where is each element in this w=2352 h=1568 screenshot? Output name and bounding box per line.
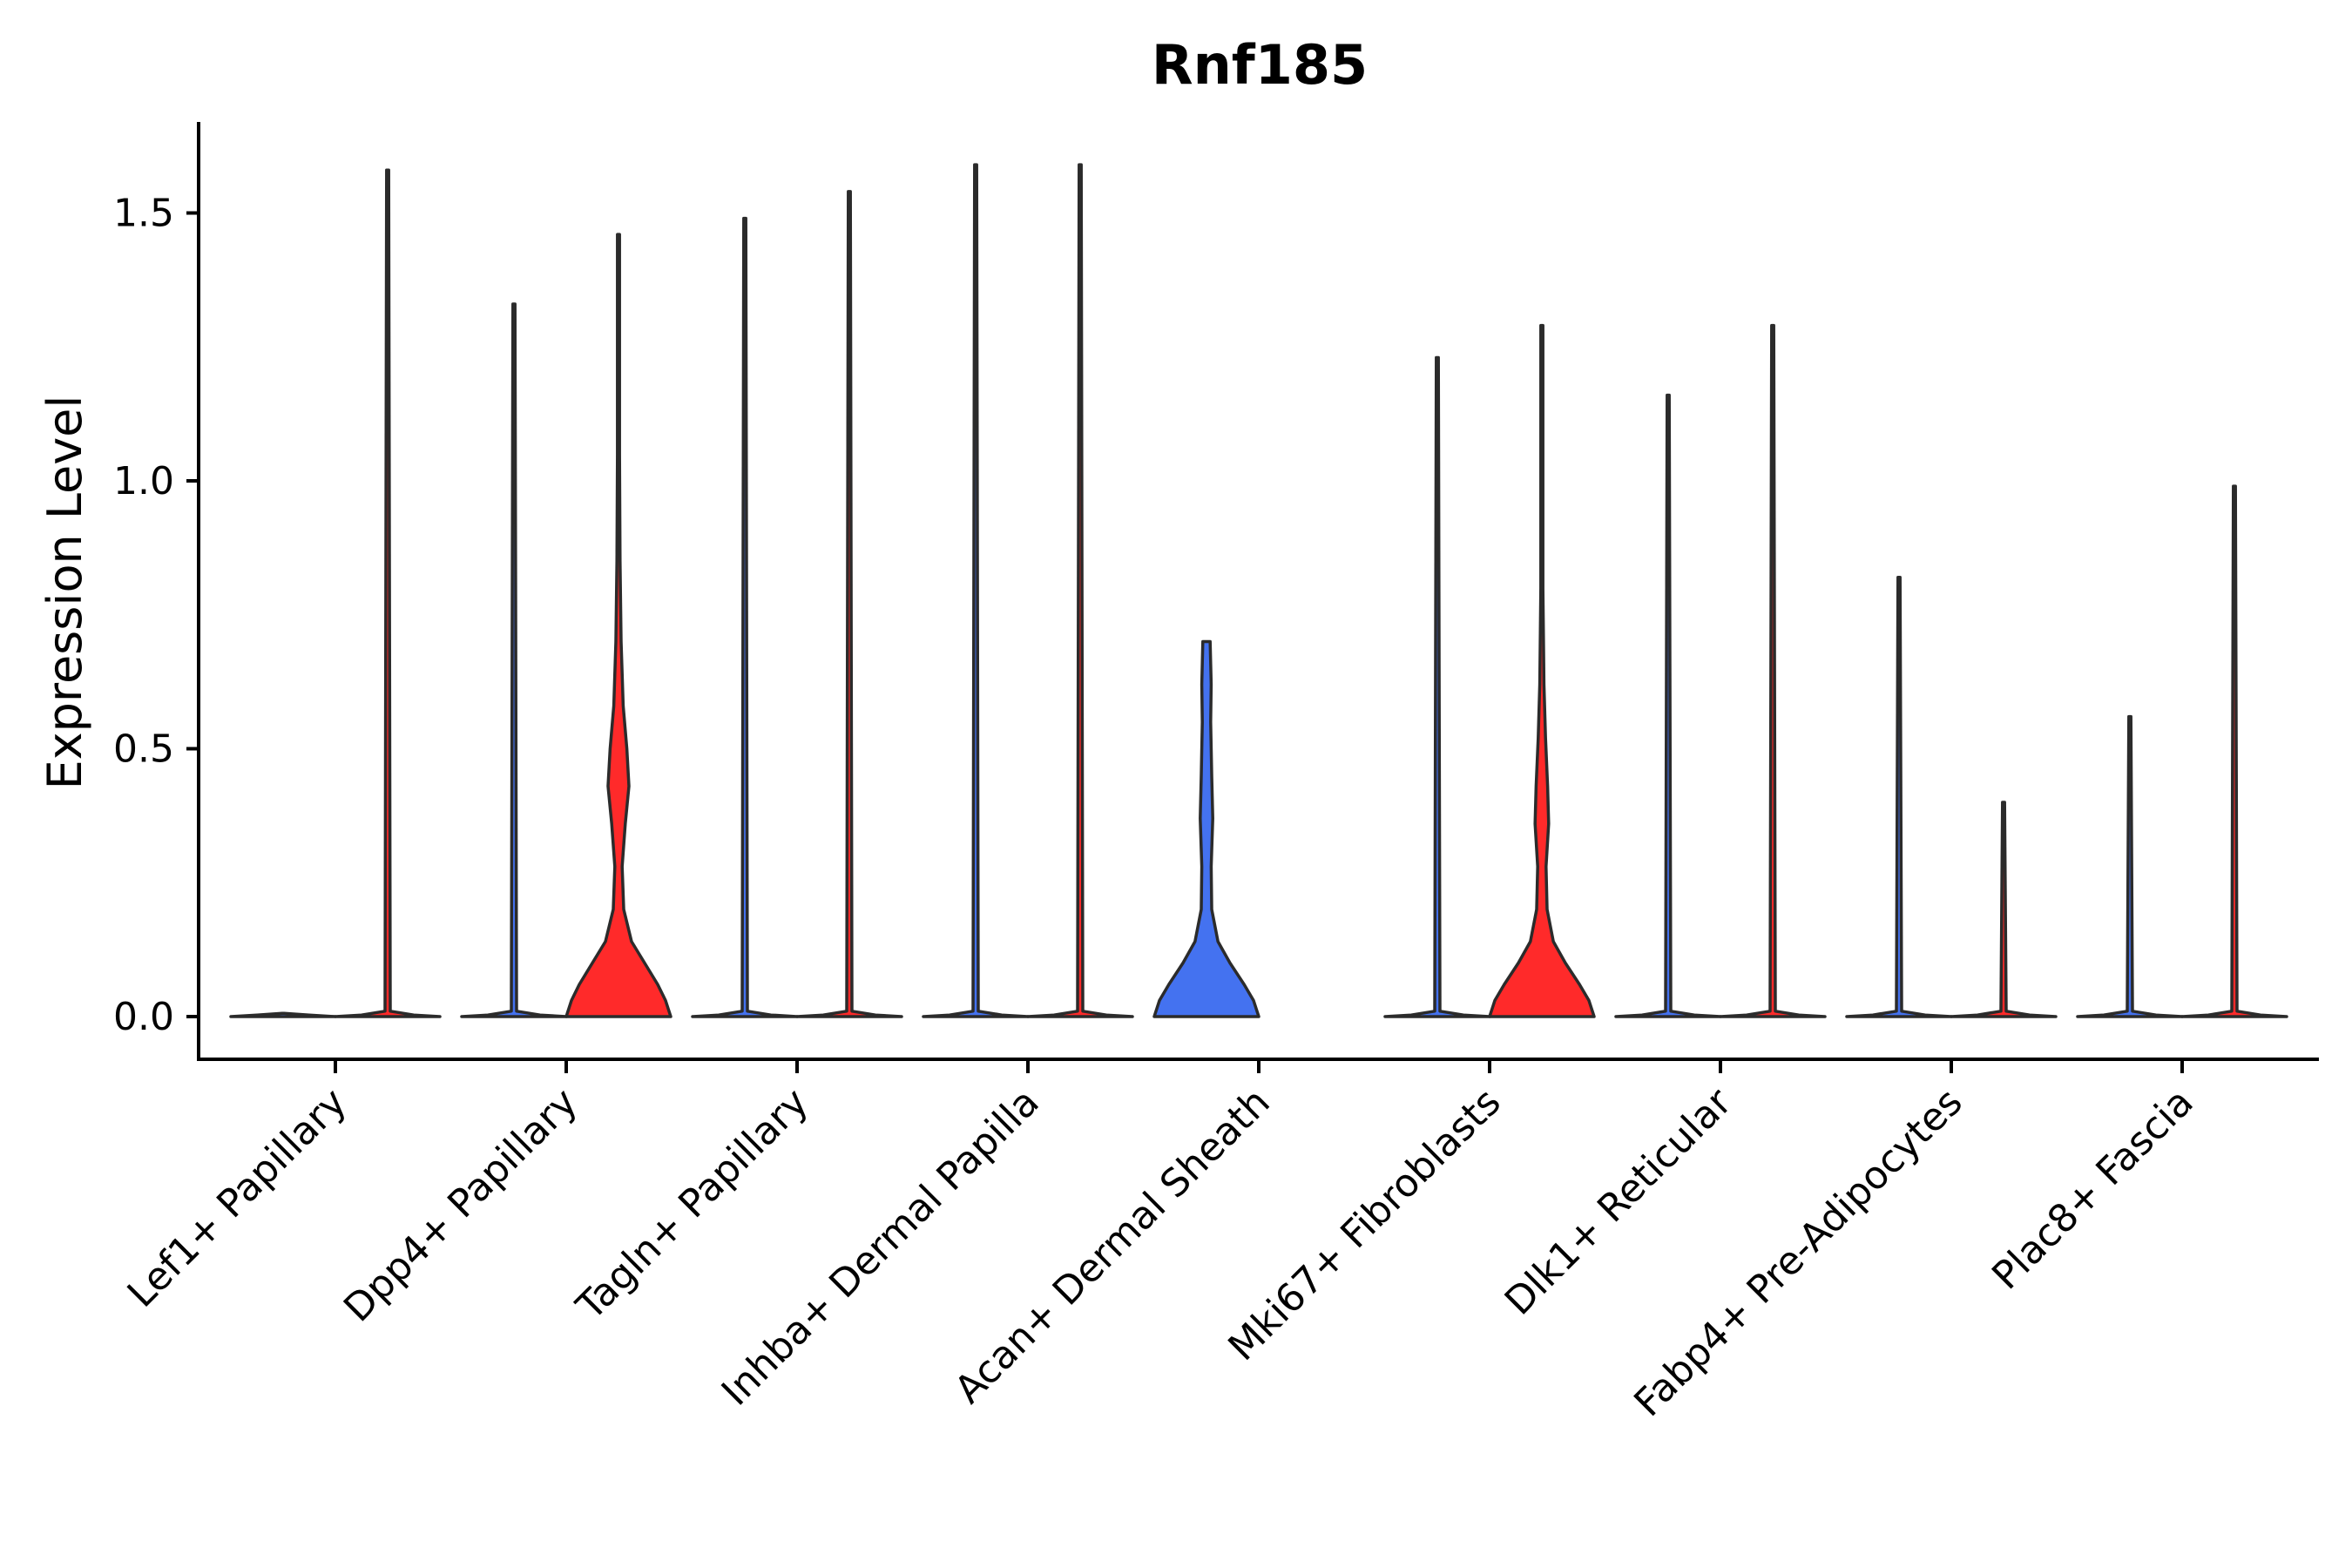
x-tick-label: Tagln+ Papillary	[568, 1080, 817, 1329]
y-tick-label: 1.0	[113, 459, 174, 504]
violin-blue-8	[2076, 714, 2184, 1018]
violin-red-0	[334, 168, 442, 1018]
chart-title: Rnf185	[1152, 33, 1368, 97]
violin-blue-4	[1152, 639, 1260, 1018]
violin-blue-1	[460, 302, 568, 1018]
violin-red-8	[2180, 484, 2288, 1018]
x-tick-label: Dpp4+ Papillary	[335, 1080, 586, 1331]
y-ticks: 0.0 0.5 1.0 1.5	[113, 192, 199, 1039]
x-tick-label: Lef1+ Papillary	[119, 1080, 355, 1316]
violin-red-3	[1026, 163, 1134, 1018]
violin-blue-2	[691, 216, 799, 1018]
y-tick-label: 1.5	[113, 192, 174, 236]
x-tick-label: Plac8+ Fascia	[1984, 1080, 2202, 1299]
violin-red-1	[564, 233, 672, 1018]
violin-blue-5	[1383, 355, 1491, 1018]
violin-red-5	[1488, 323, 1596, 1018]
violin-blue-0	[229, 1011, 337, 1018]
violin-layer	[229, 163, 2288, 1018]
y-axis-label: Expression Level	[37, 395, 92, 790]
violin-red-2	[795, 190, 903, 1018]
violin-red-6	[1719, 323, 1827, 1018]
violin-blue-3	[922, 163, 1030, 1018]
violin-blue-6	[1614, 393, 1722, 1018]
y-tick-label: 0.0	[113, 995, 174, 1039]
violin-red-7	[1950, 801, 2058, 1018]
violin-blue-7	[1845, 575, 1953, 1018]
x-tick-label: Dlk1+ Reticular	[1497, 1079, 1741, 1324]
y-tick-label: 0.5	[113, 727, 174, 772]
